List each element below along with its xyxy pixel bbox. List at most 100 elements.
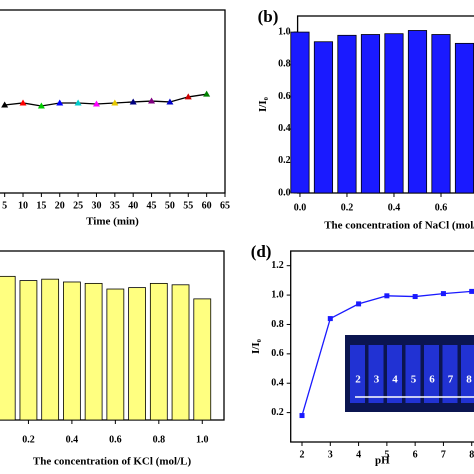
vial [368,345,384,403]
x-tick-label: 7 [441,449,446,460]
y-tick-label: 0.8 [278,59,291,70]
x-tick-label: 35 [110,200,120,211]
y-axis-title: I/I₀ [250,338,262,354]
x-tick-label: 10 [18,200,28,211]
x-tick-label: 20 [55,200,65,211]
x-tick-label: 45 [147,200,157,211]
bar [431,34,451,194]
marker [203,90,211,97]
y-tick-label: 0.0 [278,187,291,198]
x-tick-label: 55 [183,200,193,211]
bar [0,275,16,421]
x-tick-label: 0.4 [388,202,401,213]
x-tick-label: 0.2 [22,434,35,445]
bar [337,34,357,194]
marker [37,102,45,109]
x-tick-label: 6 [413,449,418,460]
x-tick-label: 0.4 [66,434,79,445]
panel-label: (d) [251,242,272,261]
marker [440,291,446,297]
inset-label: 2 [355,374,361,386]
inset-label: 7 [448,374,454,386]
y-tick-label: 1.0 [271,289,284,300]
x-tick-label: 0.0 [294,202,307,213]
marker [92,100,100,107]
x-tick-label: 0.2 [341,202,354,213]
x-tick-label: 0.8 [153,434,166,445]
x-tick-label: 30 [91,200,101,211]
bar [171,284,190,421]
marker [356,301,362,307]
y-tick-label: 0.2 [278,155,291,166]
line [4,93,207,107]
bar [19,280,38,421]
marker [412,294,418,300]
y-axis-title: I/I₀ [257,96,269,112]
vial [387,345,402,403]
marker [74,99,82,106]
x-tick-label: 3 [328,449,333,460]
bar [454,42,474,194]
y-tick-label: 0.4 [271,378,284,389]
vial [424,345,439,403]
x-tick-label: 50 [165,200,175,211]
x-tick-label: 5 [384,449,389,460]
x-axis-title: pH [375,455,390,467]
bar [106,288,125,421]
y-tick-label: 0.6 [278,91,291,102]
bar [384,33,404,194]
vial [442,345,458,403]
plot-frame [290,250,474,443]
bar [128,287,146,421]
marker [184,93,192,100]
x-axis-title: The concentration of KCl (mol/L) [33,456,192,468]
y-tick-label: 1.0 [278,26,291,37]
y-tick-label: 1.2 [271,260,284,271]
x-tick-label: 65 [220,200,230,211]
bar [290,31,310,194]
marker [384,293,390,299]
bar [360,34,381,194]
x-tick-label: 5 [2,200,7,211]
x-tick-label: 4 [356,449,361,460]
x-tick-label: 8 [469,449,474,460]
x-tick-label: 0.6 [109,434,122,445]
x-tick-label: 40 [128,200,138,211]
marker [469,288,474,294]
x-tick-label: 60 [202,200,212,211]
y-tick-label: 0.8 [271,319,284,330]
bar [84,282,103,421]
bar [149,282,168,421]
inset-label: 3 [374,374,380,386]
x-tick-label: 1.0 [196,434,209,445]
bar [407,30,428,194]
x-tick-label: 15 [36,200,46,211]
y-tick-label: 0.4 [278,123,291,134]
vial [350,345,365,403]
panel-label: (b) [258,7,279,26]
bar [313,41,334,194]
marker [299,413,305,419]
x-tick-label: 2 [300,449,305,460]
plot-frame [0,9,226,194]
marker [166,98,174,105]
vial [461,345,474,403]
marker [129,98,137,105]
x-tick-label: 0.6 [435,202,448,213]
y-tick-label: 0.6 [271,348,284,359]
y-tick-label: 0.2 [271,407,284,418]
x-axis-title: Time (min) [86,216,139,228]
bar [63,281,81,421]
marker [111,99,119,106]
marker [327,316,333,322]
inset-label: 5 [411,374,417,386]
inset-label: 4 [392,374,398,386]
marker [19,99,27,106]
vial [405,345,421,403]
marker [56,99,64,106]
x-axis-title: The concentration of NaCl (mol/L) [324,220,474,232]
inset-label: 8 [466,374,472,386]
bar [193,298,212,421]
marker [1,101,9,108]
